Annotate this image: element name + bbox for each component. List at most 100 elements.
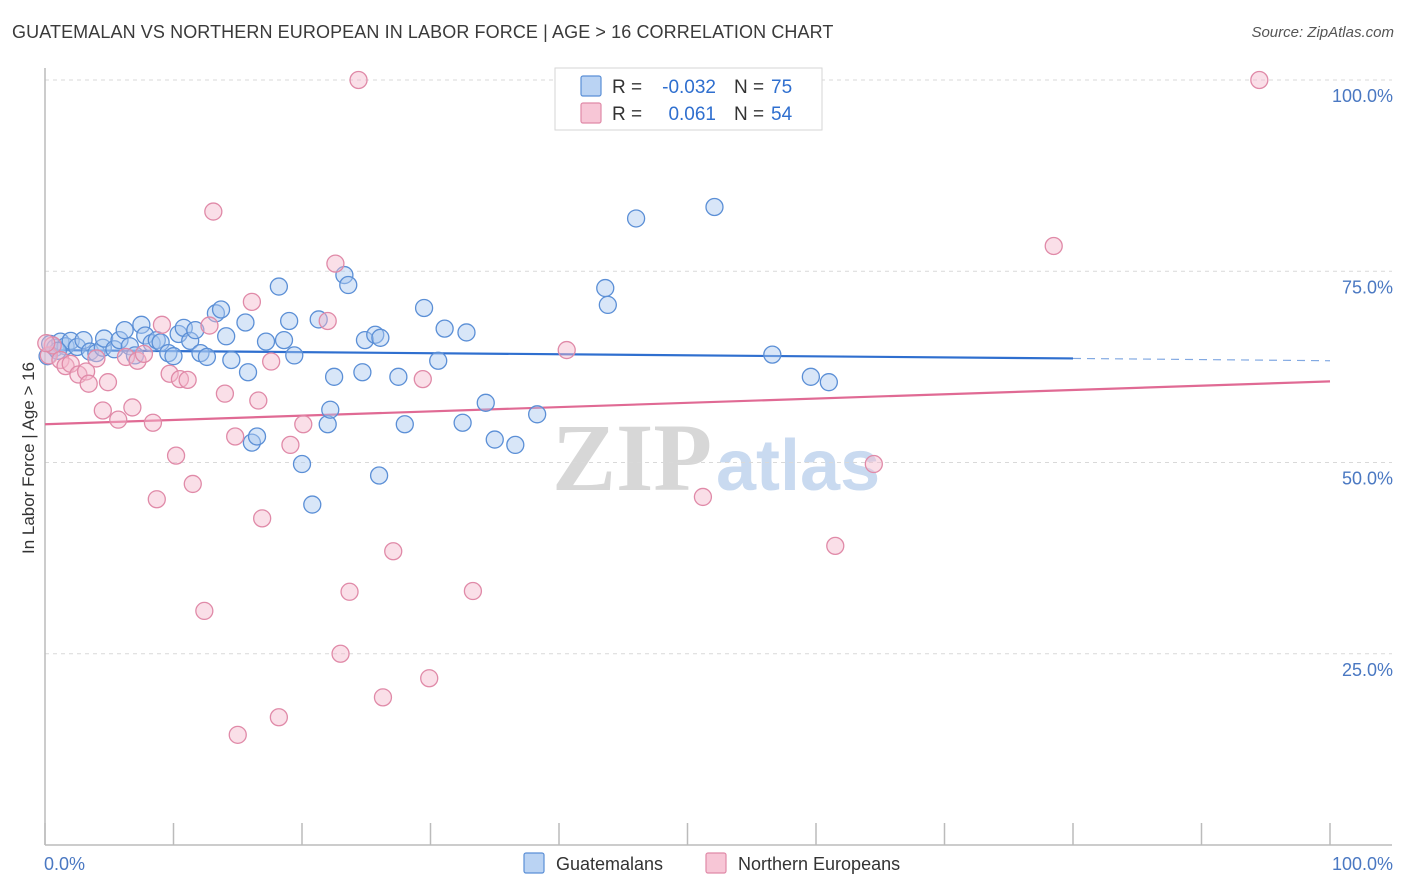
data-point-blue — [321, 400, 340, 419]
data-point-pink — [281, 435, 300, 455]
data-point-blue — [115, 321, 134, 340]
data-point-blue — [598, 295, 617, 315]
data-point-blue — [292, 454, 312, 474]
x-tick-label: 100.0% — [1332, 854, 1393, 874]
watermark-atlas: atlas — [716, 426, 880, 506]
legend-n-label: N = — [734, 104, 764, 125]
data-point-blue — [285, 346, 304, 365]
legend-r-value: 0.061 — [668, 104, 716, 125]
data-point-pink — [557, 340, 576, 360]
data-point-pink — [1250, 70, 1269, 90]
data-point-blue — [238, 363, 258, 382]
trend-line-pink — [44, 380, 1331, 426]
data-point-blue — [414, 298, 434, 318]
bottom-legend-swatch-northern-europeans — [705, 852, 727, 874]
data-point-pink — [693, 487, 713, 507]
data-point-pink — [826, 536, 845, 556]
y-tick-label: 25.0% — [1342, 660, 1393, 680]
data-point-blue — [269, 277, 289, 296]
data-point-blue — [74, 330, 93, 350]
data-point-blue — [453, 413, 472, 432]
data-point-blue — [164, 347, 183, 366]
data-point-pink — [384, 542, 403, 561]
data-point-blue — [303, 495, 322, 514]
data-point-pink — [204, 202, 223, 221]
data-point-blue — [395, 415, 414, 434]
data-point-blue — [236, 313, 255, 332]
legend-swatch-blue — [580, 75, 602, 97]
x-tick-label: 0.0% — [44, 854, 85, 874]
y-axis-title: In Labor Force | Age > 16 — [19, 362, 38, 554]
bottom-legend: Guatemalans Northern Europeans — [523, 852, 900, 874]
data-point-blue — [318, 415, 337, 434]
data-point-pink — [331, 644, 350, 663]
bottom-legend-swatch-guatemalans — [523, 852, 545, 874]
data-point-blue — [355, 330, 375, 350]
data-point-pink — [318, 311, 337, 331]
data-point-pink — [116, 347, 136, 367]
data-point-pink — [183, 474, 202, 494]
data-point-pink — [160, 364, 179, 383]
data-point-blue — [801, 367, 821, 386]
data-point-blue — [217, 327, 236, 346]
legend-r-value: -0.032 — [662, 77, 716, 98]
data-point-pink — [373, 688, 393, 707]
axes — [44, 68, 1392, 846]
legend-n-value: 54 — [771, 104, 793, 125]
data-point-blue — [211, 300, 231, 319]
y-tick-label: 50.0% — [1342, 469, 1393, 489]
data-point-pink — [128, 351, 147, 370]
tick-labels: 25.0% 50.0% 75.0% 100.0% 0.0% 100.0% — [44, 86, 1393, 874]
data-point-pink — [349, 70, 368, 90]
data-point-pink — [420, 669, 439, 688]
data-point-pink — [253, 509, 272, 528]
data-point-blue — [339, 275, 358, 295]
data-point-pink — [269, 708, 289, 727]
data-point-pink — [226, 427, 245, 446]
data-point-blue — [371, 328, 390, 347]
data-point-pink — [242, 292, 262, 312]
source-credit: Source: ZipAtlas.com — [1251, 24, 1394, 41]
data-point-blue — [476, 393, 495, 412]
data-point-blue — [353, 363, 372, 382]
watermark-zip: ZIP — [552, 404, 712, 511]
bottom-legend-label-guatemalans: Guatemalans — [556, 854, 663, 874]
bottom-legend-label-northern-europeans: Northern Europeans — [738, 854, 900, 874]
data-point-pink — [228, 725, 247, 744]
data-point-pink — [195, 601, 214, 621]
data-point-blue — [435, 319, 454, 338]
data-point-pink — [79, 374, 98, 393]
data-point-blue — [274, 330, 294, 350]
data-point-pink — [178, 370, 197, 390]
data-point-blue — [819, 373, 838, 392]
data-point-blue — [457, 323, 476, 342]
data-point-pink — [123, 398, 142, 417]
legend-row-pink: R = 0.061 N = 54 — [580, 102, 793, 125]
data-point-pink — [294, 415, 313, 434]
data-point-blue — [366, 325, 385, 344]
data-point-pink — [249, 391, 268, 410]
y-tick-label: 75.0% — [1342, 277, 1393, 297]
legend-r-label: R = — [612, 104, 642, 125]
data-point-pink — [864, 454, 883, 474]
data-point-pink — [152, 315, 172, 334]
data-point-blue — [389, 367, 408, 386]
data-point-blue — [132, 315, 151, 334]
watermark: ZIP atlas — [552, 404, 880, 511]
data-point-pink — [109, 410, 128, 429]
data-point-blue — [247, 427, 267, 446]
data-point-blue — [110, 330, 129, 350]
data-point-blue — [256, 332, 276, 351]
data-point-blue — [528, 405, 547, 424]
data-point-pink — [134, 344, 154, 364]
trend-line-extension-blue — [1072, 357, 1331, 362]
data-point-blue — [324, 367, 344, 386]
data-point-blue — [506, 435, 525, 455]
data-point-pink — [200, 316, 219, 335]
data-point-pink — [1044, 236, 1063, 256]
data-point-blue — [705, 197, 724, 217]
legend-n-label: N = — [734, 77, 764, 98]
data-point-pink — [147, 490, 166, 509]
data-point-pink — [87, 349, 106, 368]
